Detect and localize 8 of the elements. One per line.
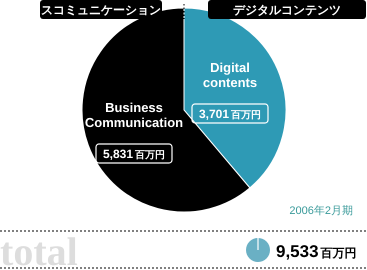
data-label: 3,701百万円	[198, 107, 262, 121]
data-label: 5,831百万円	[102, 147, 166, 161]
text: 9,533百万円	[276, 242, 357, 261]
text: デジタルコンテンツ	[233, 3, 341, 17]
text: 2006年2月期	[289, 205, 353, 217]
slice-label: Business Communication	[84, 100, 184, 130]
text: スコミュニケーション	[41, 3, 161, 17]
slice-label: Digital contents	[202, 60, 258, 90]
